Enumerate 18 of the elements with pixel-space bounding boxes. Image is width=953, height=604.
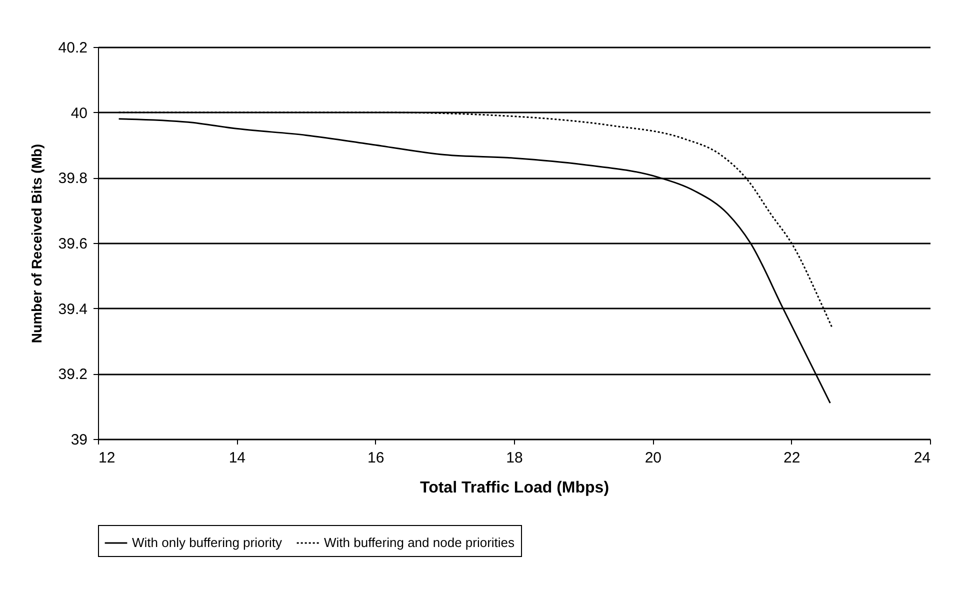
legend-label: With only buffering priority [132, 535, 283, 550]
y-tick-label: 39 [70, 432, 88, 448]
x-tick-label: 24 [914, 450, 930, 466]
y-tick-label: 40 [70, 104, 88, 122]
x-tick-label: 18 [506, 450, 523, 466]
x-tick-label: 20 [644, 450, 662, 466]
x-axis-title: Total Traffic Load (Mbps) [420, 480, 610, 496]
x-tick-label: 16 [367, 450, 384, 466]
legend-label: With buffering and node priorities [324, 535, 516, 550]
y-tick-label: 40.2 [58, 40, 88, 56]
y-tick-label: 39.6 [58, 236, 88, 252]
x-tick-label: 14 [228, 450, 246, 466]
y-axis-title: Number of Received Bits (Mb) [28, 144, 44, 344]
y-tick-label: 39.2 [58, 366, 88, 384]
x-tick-label: 22 [783, 450, 800, 466]
x-tick-label: 12 [98, 450, 116, 466]
y-tick-label: 39.8 [58, 170, 88, 188]
y-tick-label: 39.4 [58, 300, 88, 318]
